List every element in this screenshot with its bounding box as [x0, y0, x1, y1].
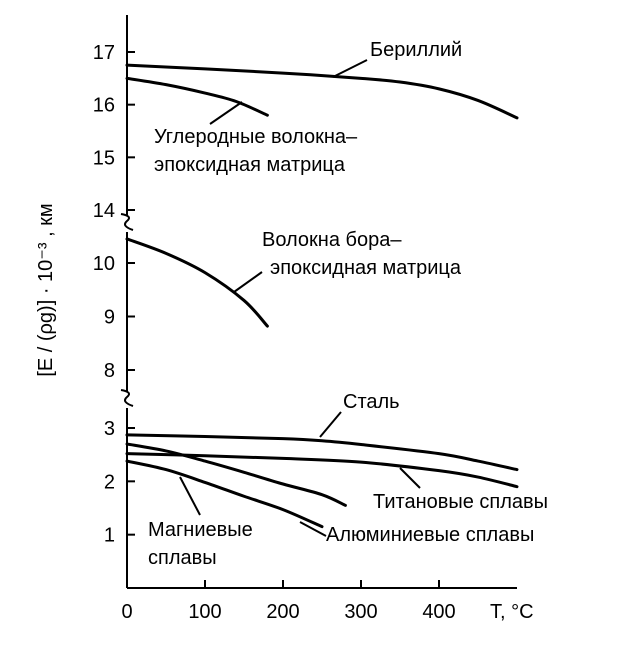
series-label-leader: [399, 467, 421, 489]
series-label-aluminium: Алюминиевые сплавы: [326, 524, 534, 546]
y-tick-label: 17: [93, 42, 115, 64]
x-tick-label: 200: [266, 601, 299, 623]
y-tick-label: 10: [93, 253, 115, 275]
y-axis-label: [E / (ρg)] · 10⁻³ , км: [35, 203, 57, 376]
x-tick-label: 400: [422, 601, 455, 623]
series-line-steel: [125, 433, 519, 472]
series-labels: Бериллий Углеродные волокна– эпоксидная ма…: [148, 39, 548, 569]
series-label-magnesium: Магниевые сплавы: [148, 519, 253, 569]
series-label-leader: [209, 101, 243, 125]
series-line-aluminium: [125, 442, 347, 507]
x-tick-label: 0: [121, 601, 132, 623]
series-label-leader: [299, 521, 327, 537]
series-line-titanium: [125, 452, 519, 489]
y-tick-label: 15: [93, 147, 115, 169]
axis-break-mark: [120, 389, 134, 407]
y-tick-label: 8: [104, 360, 115, 382]
y-tick-label: 2: [104, 471, 115, 493]
x-tick-label: 100: [188, 601, 221, 623]
axis-break-mark: [120, 213, 134, 231]
y-tick-label: 1: [104, 525, 115, 547]
series-line-carbon-epoxy: [125, 76, 269, 117]
series-label-steel: Сталь: [343, 391, 400, 413]
axes: [120, 15, 517, 589]
y-tick-label: 3: [104, 418, 115, 440]
series-label-beryllium: Бериллий: [370, 39, 462, 61]
series-label-leader: [179, 476, 201, 516]
series-label-boron-epoxy: Волокна бора– эпоксидная матрица: [262, 229, 462, 279]
tick-labels: 14 15 16 17 8 9 10 1 2 3 0 100 200 300 400: [93, 42, 456, 623]
y-tick-label: 14: [93, 200, 115, 222]
series-line-magnesium: [125, 459, 324, 529]
series-line-beryllium: [125, 63, 519, 120]
series-label-leader: [332, 59, 368, 78]
x-axis-label: T, °C: [490, 601, 534, 623]
x-tick-label: 300: [344, 601, 377, 623]
series-label-leader: [233, 271, 263, 293]
series-line-boron-epoxy: [125, 237, 269, 328]
series-label-titanium: Титановые сплавы: [373, 491, 548, 513]
series-lines: [125, 63, 519, 529]
series-label-leader: [319, 411, 342, 438]
y-tick-label: 16: [93, 95, 115, 117]
series-label-carbon-epoxy: Углеродные волокна– эпоксидная матрица: [154, 126, 358, 176]
y-tick-label: 9: [104, 307, 115, 329]
